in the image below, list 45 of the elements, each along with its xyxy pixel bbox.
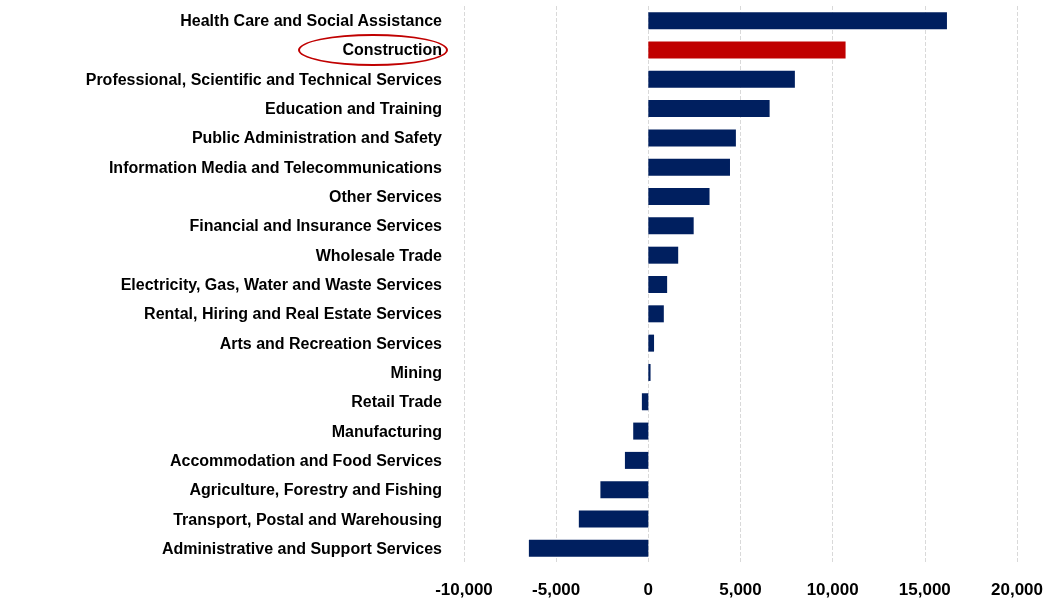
x-tick-label: -10,000 <box>435 580 493 599</box>
x-tick-label: 15,000 <box>898 580 951 599</box>
bar <box>648 246 679 264</box>
y-tick-label: Public Administration and Safety <box>191 129 443 147</box>
bar <box>648 12 947 30</box>
y-tick-label: Information Media and Telecommunications <box>108 158 443 176</box>
bar <box>648 188 710 206</box>
bar <box>600 481 649 499</box>
bar <box>648 305 664 323</box>
y-tick-label: Financial and Insurance Services <box>189 217 443 235</box>
x-tick-label: 20,000 <box>991 580 1043 599</box>
bar <box>633 422 649 440</box>
x-tick-label: 0 <box>643 580 654 599</box>
bar <box>648 334 655 352</box>
bar <box>648 70 795 88</box>
y-tick-label: Accommodation and Food Services <box>169 451 443 469</box>
bar <box>648 41 846 59</box>
bar <box>648 276 668 293</box>
y-tick-label: Administrative and Support Services <box>161 539 443 557</box>
x-tick-label: 10,000 <box>806 580 859 599</box>
y-tick-label: Arts and Recreation Services <box>219 334 443 352</box>
y-tick-label: Agriculture, Forestry and Fishing <box>189 481 442 499</box>
y-tick-label: Transport, Postal and Warehousing <box>173 510 442 528</box>
bar <box>648 363 651 381</box>
x-tick-label: 5,000 <box>719 580 762 599</box>
bar <box>641 393 649 411</box>
bar <box>528 539 649 557</box>
bar <box>648 100 770 118</box>
bar <box>648 217 694 235</box>
y-tick-label: Wholesale Trade <box>315 246 443 264</box>
bar <box>578 510 649 528</box>
y-tick-label: Retail Trade <box>351 393 443 411</box>
y-tick-label: Mining <box>390 363 442 381</box>
y-tick-label: Other Services <box>329 188 443 206</box>
y-tick-label: Manufacturing <box>331 422 442 440</box>
bar <box>648 129 736 147</box>
y-tick-label: Professional, Scientific and Technical Services <box>85 70 443 88</box>
y-tick-label: Electricity, Gas, Water and Waste Services <box>120 276 443 293</box>
y-tick-label: Construction <box>342 41 442 59</box>
y-tick-label: Education and Training <box>265 100 442 118</box>
y-tick-label: Rental, Hiring and Real Estate Services <box>144 305 443 323</box>
bar <box>624 451 649 469</box>
x-tick-label: -5,000 <box>532 580 581 599</box>
y-tick-label: Health Care and Social Assistance <box>180 12 443 30</box>
bar <box>648 158 730 176</box>
